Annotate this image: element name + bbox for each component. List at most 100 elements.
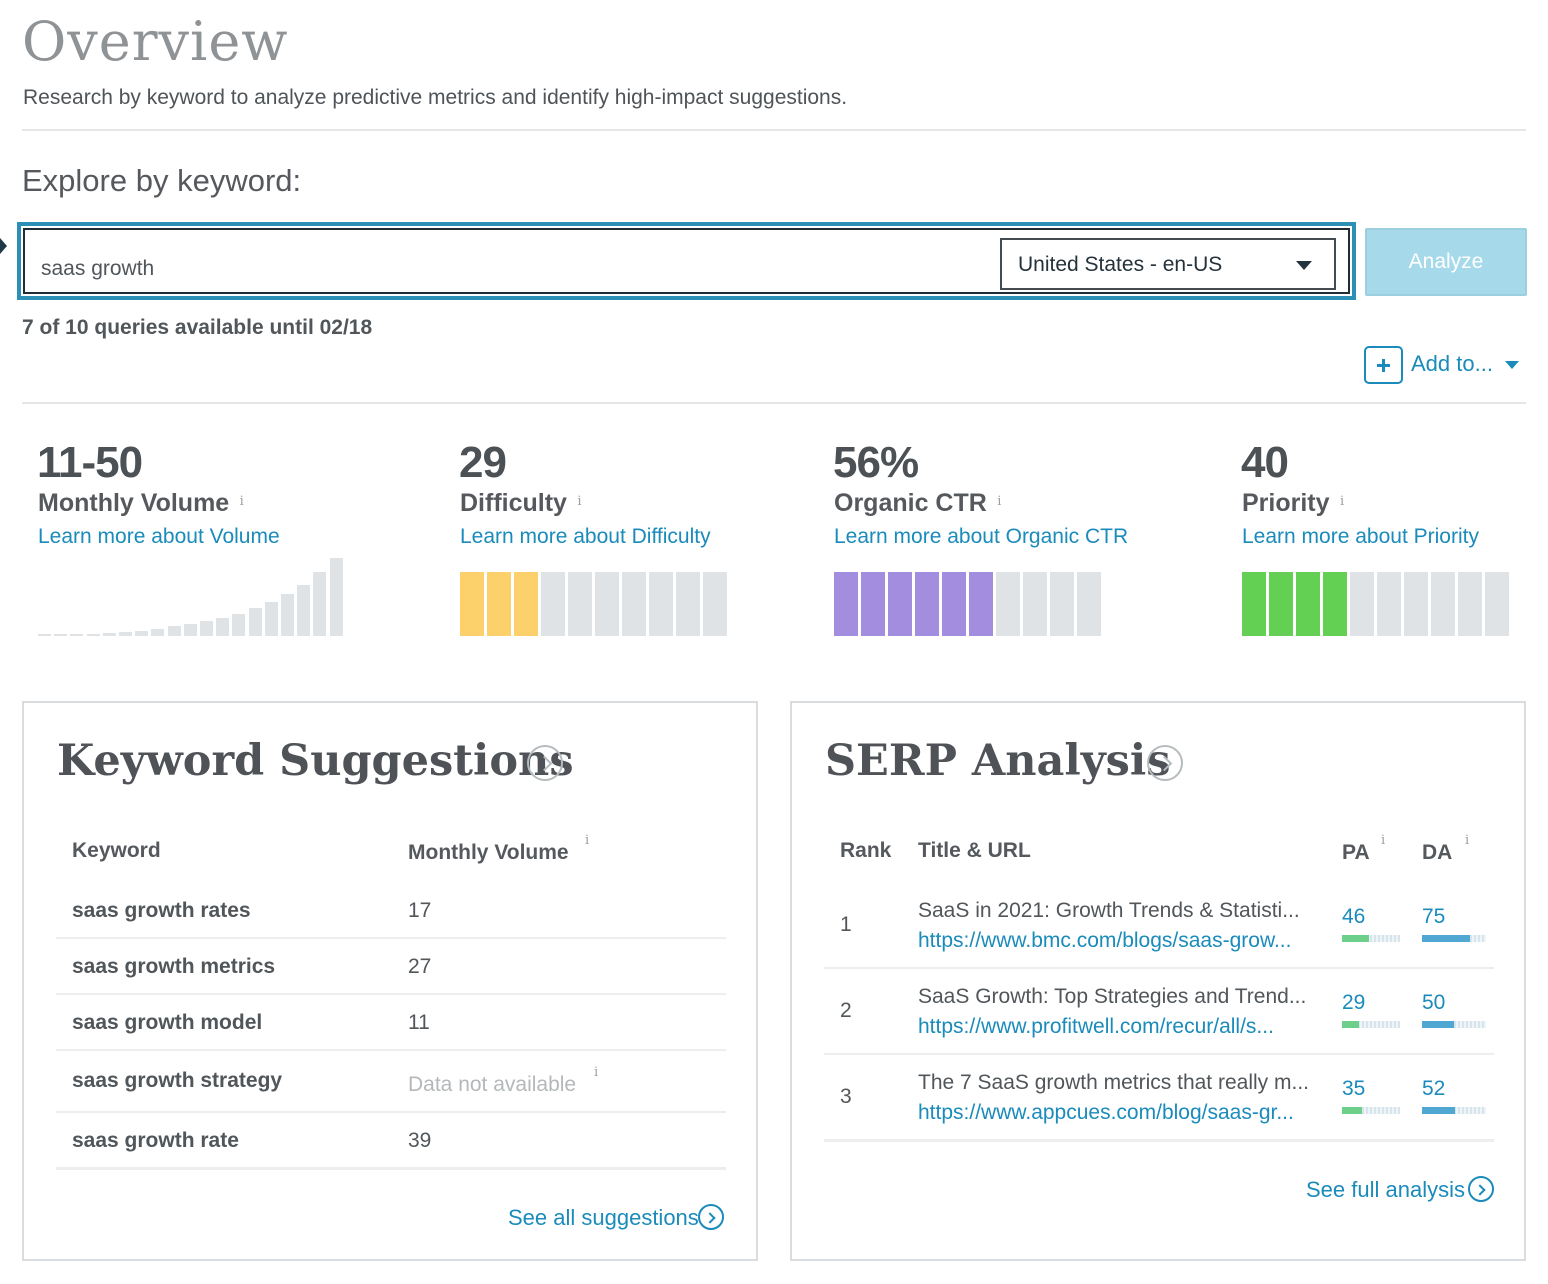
page-subtitle: Research by keyword to analyze predictiv… [23,86,848,109]
learn-more-ctr-link[interactable]: Learn more about Organic CTR [834,525,1129,548]
chevron-right-circle-icon[interactable] [1147,745,1183,781]
info-icon[interactable]: i [239,493,244,509]
chevron-right-circle-icon[interactable] [698,1204,724,1230]
volume-histogram-bar [200,621,213,636]
info-icon[interactable]: i [1381,833,1386,848]
meter-segment-filled [942,572,966,636]
col-title-url: Title & URL [918,839,1031,862]
serp-rank: 2 [840,999,852,1022]
plus-icon [1364,346,1403,384]
volume-histogram-bar [248,608,262,636]
priority-value: 40 [1241,438,1289,487]
row-divider [824,967,1494,969]
volume-histogram [38,558,358,636]
meter-segment-empty [649,572,673,636]
keyword-suggestions-title[interactable]: Keyword Suggestions [57,736,574,786]
meter-segment-filled [1296,572,1320,636]
col-monthly-volume: Monthly Volume [408,841,569,864]
priority-label-group: Priority i [1242,489,1344,518]
queries-remaining: 7 of 10 queries available until 02/18 [22,316,373,339]
ctr-value: 56% [833,438,919,487]
meter-segment-empty [1050,572,1074,636]
info-icon[interactable]: i [585,833,590,848]
da-meter [1422,935,1486,942]
pa-score: 46 [1342,905,1366,928]
volume-histogram-bar [264,601,278,636]
learn-more-priority-link[interactable]: Learn more about Priority [1242,525,1479,548]
volume-histogram-bar [183,624,197,636]
priority-meter [1242,572,1512,636]
meter-segment-filled [514,572,538,636]
explore-heading: Explore by keyword: [22,163,302,198]
meter-segment-empty [1077,572,1101,636]
table-row-volume: 17 [408,899,432,922]
table-row-volume: 11 [408,1011,430,1034]
volume-histogram-bar [135,630,149,636]
serp-result-title: SaaS in 2021: Growth Trends & Statisti..… [918,899,1300,922]
keyword-search-input[interactable]: saas growth [41,257,155,280]
page-title: Overview [22,10,289,73]
volume-histogram-bar [70,633,84,636]
pa-score: 35 [1342,1077,1366,1100]
meter-segment-empty [568,572,592,636]
divider [22,129,1526,131]
learn-more-difficulty-link[interactable]: Learn more about Difficulty [460,525,711,548]
da-score: 50 [1422,991,1446,1014]
meter-segment-empty [1431,572,1455,636]
meter-segment-empty [1350,572,1374,636]
locale-select[interactable]: United States - en-US [1000,238,1336,290]
info-icon[interactable]: i [594,1065,599,1080]
chevron-down-icon [1296,261,1312,270]
meter-segment-filled [487,572,511,636]
meter-segment-empty [541,572,565,636]
serp-analysis-panel: SERP Analysis Rank Title & URL PA i DA i… [790,701,1526,1261]
serp-analysis-title[interactable]: SERP Analysis [825,736,1171,786]
see-full-analysis-link[interactable]: See full analysis [1306,1177,1465,1202]
da-score: 52 [1422,1077,1446,1100]
divider [22,402,1526,404]
chevron-right-circle-icon[interactable] [527,745,563,781]
see-all-suggestions-link[interactable]: See all suggestions [508,1205,699,1230]
table-row-keyword[interactable]: saas growth model [72,1011,263,1034]
volume-histogram-bar [38,634,51,636]
pa-meter-fill [1342,935,1369,942]
volume-histogram-bar [102,632,116,636]
keyword-search-box: saas growth United States - en-US [17,222,1356,300]
da-meter-fill [1422,935,1470,942]
row-divider [56,1111,726,1113]
meter-segment-empty [1458,572,1482,636]
meter-segment-empty [703,572,727,636]
volume-histogram-bar [329,558,343,636]
learn-more-volume-link[interactable]: Learn more about Volume [38,525,280,548]
meter-segment-filled [915,572,939,636]
analyze-button[interactable]: Analyze [1365,228,1527,296]
table-row-volume-unavailable: Data not available [408,1073,577,1096]
table-row-keyword[interactable]: saas growth metrics [72,955,276,978]
serp-result-url[interactable]: https://www.appcues.com/blog/saas-gr... [918,1101,1294,1124]
chevron-down-icon [1505,361,1519,369]
meter-segment-empty [595,572,619,636]
info-icon[interactable]: i [997,493,1002,509]
table-row-keyword[interactable]: saas growth rates [72,899,251,922]
meter-segment-empty [622,572,646,636]
serp-result-url[interactable]: https://www.bmc.com/blogs/saas-grow... [918,929,1292,952]
chevron-right-circle-icon[interactable] [1468,1176,1494,1202]
da-score: 75 [1422,905,1446,928]
col-pa: PA [1342,841,1370,864]
pa-score: 29 [1342,991,1366,1014]
pa-meter-fill [1342,1021,1359,1028]
info-icon[interactable]: i [1465,833,1470,848]
col-rank: Rank [840,839,892,862]
table-row-keyword[interactable]: saas growth rate [72,1129,239,1152]
meter-segment-empty [676,572,700,636]
info-icon[interactable]: i [1339,493,1345,509]
serp-result-url[interactable]: https://www.profitwell.com/recur/all/s..… [918,1015,1274,1038]
add-to-label: Add to... [1411,351,1493,376]
info-icon[interactable]: i [577,493,582,509]
volume-histogram-bar [281,594,294,636]
difficulty-label: Difficulty [460,489,567,517]
table-row-keyword[interactable]: saas growth strategy [72,1069,283,1092]
volume-label-group: Monthly Volume i [38,489,244,518]
add-to-button[interactable]: Add to... [1364,346,1524,384]
col-keyword: Keyword [72,839,161,862]
